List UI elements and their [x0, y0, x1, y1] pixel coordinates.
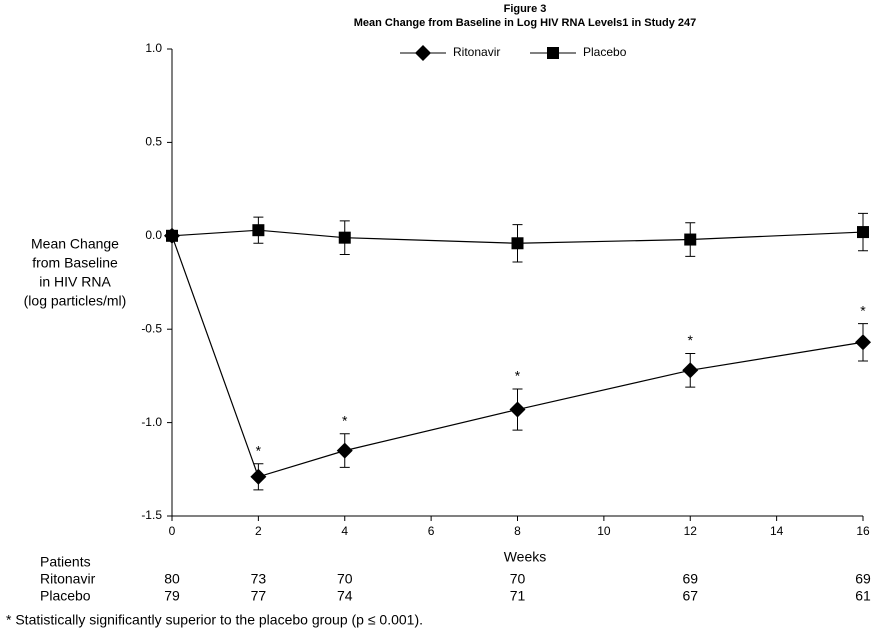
- patients-count: 69: [855, 571, 871, 587]
- patients-count: 69: [682, 571, 698, 587]
- series-line: [171, 235, 864, 478]
- y-tick-label: 0.0: [145, 228, 162, 242]
- marker: [336, 442, 353, 459]
- legend-label: Placebo: [583, 45, 627, 59]
- patients-count: 79: [164, 588, 180, 604]
- x-tick-label: 10: [597, 524, 611, 538]
- x-tick-label: 6: [428, 524, 435, 538]
- patients-count: 73: [251, 571, 267, 587]
- marker: [511, 237, 524, 250]
- legend-label: Ritonavir: [453, 45, 500, 59]
- y-tick-label: 1.0: [145, 41, 162, 55]
- x-tick-label: 0: [169, 524, 176, 538]
- y-axis-label: Mean Change: [31, 236, 119, 252]
- footnote: * Statistically significantly superior t…: [6, 612, 423, 628]
- x-tick-label: 2: [255, 524, 262, 538]
- patients-count: 77: [251, 588, 267, 604]
- significance-mark: *: [342, 413, 348, 429]
- patients-label: Patients: [40, 554, 91, 570]
- x-tick-label: 4: [341, 524, 348, 538]
- patients-count: 80: [164, 571, 180, 587]
- marker: [509, 401, 526, 418]
- y-tick-label: -1.5: [141, 508, 162, 522]
- y-tick-label: 0.5: [145, 135, 162, 149]
- significance-mark: *: [256, 442, 262, 458]
- series-line: [171, 229, 864, 244]
- chart-title: Figure 3: [504, 3, 547, 15]
- patients-count: 74: [337, 588, 353, 604]
- patients-count: 61: [855, 588, 871, 604]
- x-tick-label: 14: [770, 524, 784, 538]
- y-tick-label: -0.5: [141, 321, 162, 335]
- x-axis-label: Weeks: [504, 549, 547, 565]
- x-tick-label: 8: [514, 524, 521, 538]
- marker: [415, 45, 431, 61]
- marker: [252, 224, 265, 237]
- chart-subtitle: Mean Change from Baseline in Log HIV RNA…: [354, 17, 697, 29]
- marker: [166, 229, 178, 242]
- marker: [250, 468, 267, 485]
- significance-mark: *: [515, 368, 521, 384]
- patients-count: 71: [510, 588, 526, 604]
- x-tick-label: 16: [856, 524, 870, 538]
- marker: [684, 233, 697, 246]
- x-tick-label: 12: [684, 524, 698, 538]
- significance-mark: *: [860, 302, 866, 318]
- y-axis-label: (log particles/ml): [24, 293, 127, 309]
- y-axis-label: from Baseline: [32, 255, 118, 271]
- marker: [682, 362, 699, 379]
- patients-count: 70: [510, 571, 526, 587]
- marker: [855, 334, 871, 351]
- significance-mark: *: [688, 332, 694, 348]
- marker: [547, 47, 559, 59]
- patients-count: 70: [337, 571, 353, 587]
- marker: [338, 231, 351, 244]
- patients-row-label: Placebo: [40, 588, 91, 604]
- marker: [857, 226, 869, 239]
- y-axis-label: in HIV RNA: [39, 274, 111, 290]
- patients-count: 67: [682, 588, 698, 604]
- patients-row-label: Ritonavir: [40, 571, 96, 587]
- y-tick-label: -1.0: [141, 415, 162, 429]
